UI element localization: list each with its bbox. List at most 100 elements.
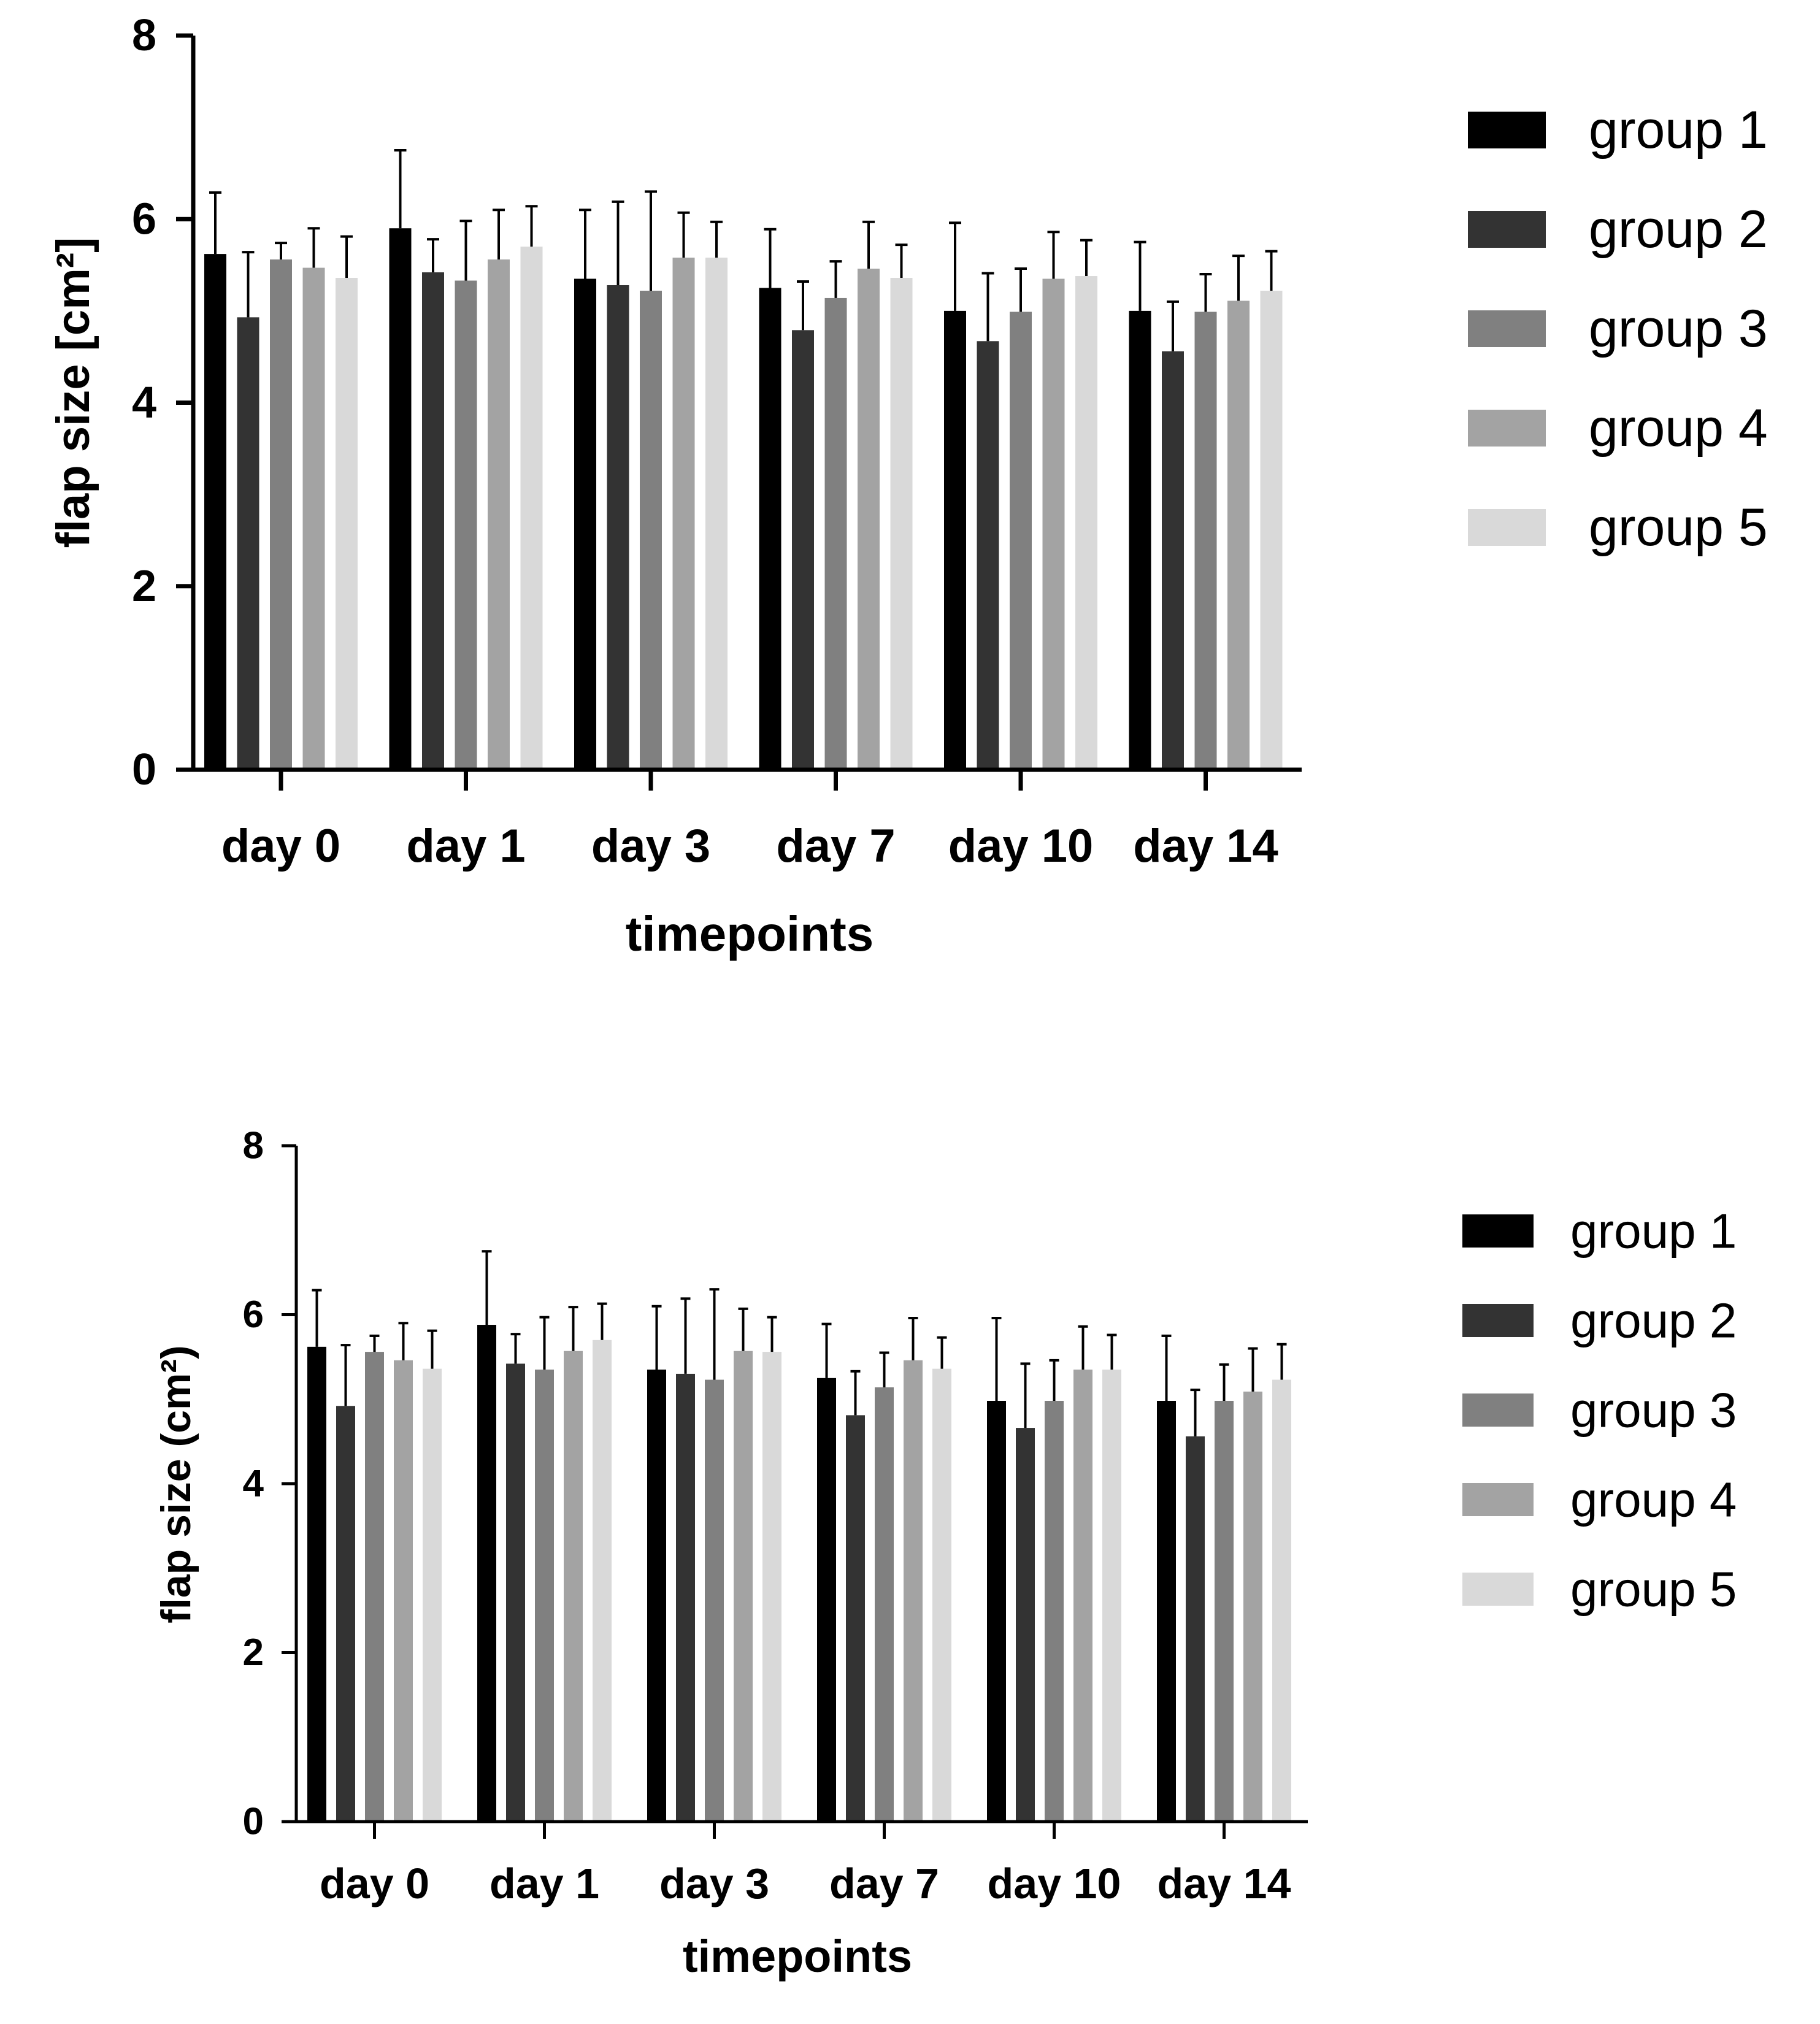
bar-group4-day7 bbox=[858, 269, 880, 770]
x-axis-title: timepoints bbox=[683, 1931, 912, 1982]
y-tick-label: 6 bbox=[243, 1294, 264, 1336]
bar-group5-day14 bbox=[1272, 1379, 1291, 1822]
bar-group5-day10 bbox=[1075, 276, 1097, 770]
x-tick-label: day 7 bbox=[829, 1860, 939, 1907]
bar-group3-day7 bbox=[824, 297, 847, 770]
x-tick-label: day 3 bbox=[591, 820, 710, 872]
bar-group1-day10 bbox=[987, 1401, 1006, 1822]
bar-group4-day14 bbox=[1227, 301, 1250, 770]
bar-group4-day10 bbox=[1042, 278, 1065, 770]
legend-swatch-group2 bbox=[1468, 211, 1546, 248]
y-tick-label: 8 bbox=[132, 11, 156, 60]
bar-group4-day0 bbox=[394, 1360, 413, 1822]
bar-group4-day7 bbox=[904, 1360, 923, 1822]
x-tick-label: day 3 bbox=[659, 1860, 769, 1907]
bar-group1-day0 bbox=[204, 254, 226, 770]
y-tick-label: 8 bbox=[243, 1125, 264, 1167]
x-tick-label: day 10 bbox=[988, 1860, 1121, 1907]
y-tick-label: 0 bbox=[243, 1801, 264, 1843]
bar-group3-day0 bbox=[270, 259, 292, 770]
bar-group2-day0 bbox=[336, 1406, 355, 1822]
bar-group5-day1 bbox=[520, 247, 543, 770]
bar-group4-day14 bbox=[1243, 1391, 1262, 1822]
bar-group1-day14 bbox=[1157, 1401, 1176, 1822]
bar-group1-day7 bbox=[759, 288, 781, 770]
legend-swatch-group4 bbox=[1462, 1483, 1534, 1516]
legend-label-group1: group 1 bbox=[1589, 101, 1768, 159]
legend-swatch-group5 bbox=[1468, 509, 1546, 546]
x-tick-label: day 14 bbox=[1158, 1860, 1291, 1907]
bar-group1-day10 bbox=[944, 310, 966, 770]
legend-label-group4: group 4 bbox=[1589, 399, 1768, 458]
legend-label-group2: group 2 bbox=[1570, 1294, 1737, 1348]
bar-group5-day1 bbox=[593, 1340, 612, 1822]
bar-group2-day1 bbox=[506, 1363, 525, 1822]
legend-label-group3: group 3 bbox=[1589, 299, 1768, 358]
bar-group1-day3 bbox=[647, 1370, 666, 1822]
legend-swatch-group2 bbox=[1462, 1304, 1534, 1337]
legend-label-group2: group 2 bbox=[1589, 200, 1768, 259]
bar-group4-day3 bbox=[672, 258, 695, 770]
bar-group1-day1 bbox=[389, 228, 412, 770]
bar-group4-day1 bbox=[564, 1351, 583, 1822]
bar-group5-day3 bbox=[762, 1352, 781, 1822]
bar-group1-day3 bbox=[574, 278, 596, 770]
legend-swatch-group3 bbox=[1468, 310, 1546, 347]
bar-group5-day0 bbox=[336, 278, 358, 770]
chart-2: 0 2 4 6 8 day 0 day 1 day 3 day 7 day 10 day 14 tim… bbox=[153, 1125, 1737, 1982]
legend-label-group5: group 5 bbox=[1589, 498, 1768, 557]
bar-group1-day7 bbox=[817, 1378, 836, 1822]
bar-group2-day14 bbox=[1186, 1436, 1205, 1822]
bar-group3-day3 bbox=[705, 1379, 724, 1822]
bar-group4-day1 bbox=[488, 259, 510, 770]
legend-swatch-group1 bbox=[1462, 1214, 1534, 1248]
legend-label-group4: group 4 bbox=[1570, 1473, 1737, 1527]
bar-group2-day10 bbox=[977, 341, 999, 770]
bar-group2-day7 bbox=[846, 1415, 865, 1822]
chart-1: 0 2 4 6 8 day 0 day 1 day 3 day 7 day 10 day 14 tim… bbox=[47, 11, 1768, 961]
x-tick-label: day 10 bbox=[948, 820, 1094, 872]
x-axis-title: timepoints bbox=[626, 907, 874, 961]
bar-group4-day3 bbox=[734, 1351, 753, 1822]
bar-group3-day7 bbox=[875, 1387, 894, 1822]
y-tick-label: 2 bbox=[243, 1631, 264, 1674]
x-tick-label: day 1 bbox=[406, 820, 525, 872]
bar-group3-day1 bbox=[535, 1370, 554, 1822]
legend: group 1 group 2 group 3 group 4 group 5 bbox=[1468, 101, 1768, 557]
bar-group3-day1 bbox=[455, 280, 477, 770]
bar-group5-day7 bbox=[890, 278, 913, 770]
x-tick-label: day 7 bbox=[776, 820, 895, 872]
bar-group2-day7 bbox=[792, 330, 814, 770]
x-tick-label: day 14 bbox=[1133, 820, 1278, 872]
legend-swatch-group5 bbox=[1462, 1573, 1534, 1606]
bar-group5-day14 bbox=[1260, 290, 1283, 770]
bar-group1-day0 bbox=[307, 1346, 326, 1822]
bar-group2-day3 bbox=[607, 285, 629, 770]
legend-label-group1: group 1 bbox=[1570, 1204, 1737, 1259]
bar-group3-day3 bbox=[640, 290, 662, 770]
bar-group4-day10 bbox=[1073, 1370, 1092, 1822]
legend: group 1 group 2 group 3 group 4 group 5 bbox=[1462, 1204, 1737, 1617]
legend-label-group5: group 5 bbox=[1570, 1562, 1737, 1617]
x-tick-label: day 0 bbox=[221, 820, 340, 872]
bar-group5-day3 bbox=[705, 258, 728, 770]
legend-label-group3: group 3 bbox=[1570, 1383, 1737, 1438]
y-tick-label: 4 bbox=[132, 378, 156, 427]
bar-group5-day0 bbox=[423, 1368, 442, 1822]
bar-group3-day0 bbox=[365, 1352, 384, 1822]
bar-group5-day10 bbox=[1102, 1370, 1121, 1822]
bar-group5-day7 bbox=[932, 1368, 951, 1822]
legend-swatch-group3 bbox=[1462, 1393, 1534, 1427]
bar-group3-day14 bbox=[1215, 1401, 1234, 1822]
bar-group2-day3 bbox=[676, 1373, 695, 1822]
y-axis-title: flap size [cm²] bbox=[47, 237, 99, 548]
bar-group2-day1 bbox=[422, 272, 444, 770]
bar-group2-day14 bbox=[1162, 351, 1184, 770]
bar-group3-day10 bbox=[1010, 312, 1032, 770]
bar-group3-day14 bbox=[1194, 312, 1217, 770]
bar-group3-day10 bbox=[1045, 1401, 1064, 1822]
bar-group2-day10 bbox=[1016, 1428, 1035, 1822]
y-tick-label: 6 bbox=[132, 194, 156, 243]
legend-swatch-group4 bbox=[1468, 410, 1546, 447]
